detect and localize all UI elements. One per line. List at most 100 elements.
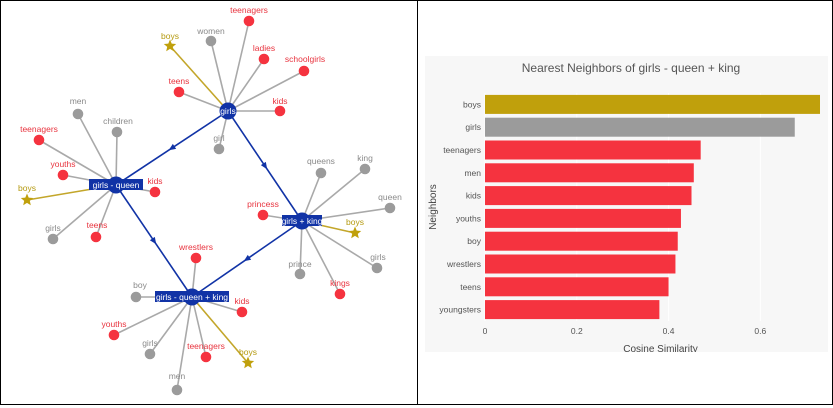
hub-label-gmqk: girls - queen + king (156, 292, 228, 302)
neighbor-node-kids[interactable] (236, 306, 248, 318)
bar-teens[interactable] (485, 277, 669, 297)
hub-links (115, 110, 303, 298)
neighbor-label: queens (307, 156, 335, 166)
neighbor-star-boys[interactable] (241, 356, 255, 369)
hub-label-box-gmqk (155, 291, 229, 302)
neighbor-star-boys[interactable] (163, 39, 177, 52)
neighbor-node-kids[interactable] (274, 105, 286, 117)
neighbor-label: girls (370, 252, 386, 262)
spoke-edge-gmqk-5 (191, 296, 207, 358)
neighbor-node-kids[interactable] (149, 186, 161, 198)
neighbor-node-men[interactable] (171, 384, 183, 396)
spoke-edge-girls-0 (227, 20, 250, 112)
x-tick-label-3: 0.6 (754, 326, 766, 336)
spoke-edge-gmq-7 (95, 184, 117, 238)
neighbor-node-teens[interactable] (90, 231, 102, 243)
neighbor-nodes: teenagers women boys ladies schoolgirls teens… (18, 5, 402, 396)
neighbor-node-youths[interactable] (57, 169, 69, 181)
neighbor-node-prince[interactable] (294, 268, 306, 280)
hub-label-gmq: girls - queen (93, 180, 140, 190)
neighbor-node-boy[interactable] (130, 291, 142, 303)
neighbor-node-king[interactable] (359, 163, 371, 175)
bar-chart: Nearest Neighbors of girls - queen + kin… (428, 61, 820, 352)
neighbor-node-teenagers[interactable] (200, 351, 212, 363)
bar-boys[interactable] (485, 94, 820, 114)
spoke-edge-gk-7 (301, 220, 341, 295)
neighbor-node-teenagers[interactable] (243, 15, 255, 27)
neighbor-star-boys[interactable] (20, 193, 34, 206)
neighbor-node-youths[interactable] (108, 329, 120, 341)
neighbor-label: ladies (253, 43, 275, 53)
spoke-edge-gk-0 (301, 172, 322, 222)
neighbor-node-wrestlers[interactable] (190, 252, 202, 264)
neighbor-node-ladies[interactable] (258, 53, 270, 65)
neighbor-label: teenagers (230, 5, 268, 15)
hub-node-girls[interactable] (219, 102, 237, 120)
neighbor-label: boys (161, 31, 179, 41)
bar-youths[interactable] (485, 208, 681, 228)
neighbor-node-girls[interactable] (371, 262, 383, 274)
y-tick-label-youths: youths (456, 213, 481, 223)
hub-label-girls: girls (220, 106, 236, 116)
spoke-edge-gmqk-7 (176, 296, 193, 391)
neighbor-star-boys[interactable] (348, 226, 362, 239)
neighbor-node-queens[interactable] (315, 167, 327, 179)
neighbor-label: teens (87, 220, 108, 230)
neighbor-label: children (103, 116, 133, 126)
neighbor-node-kings[interactable] (334, 288, 346, 300)
spoke-edge-girls-4 (227, 70, 305, 112)
neighbor-label: boys (346, 217, 364, 227)
hub-label-gk: girls + king (282, 216, 323, 226)
x-tick-label-1: 0.2 (571, 326, 583, 336)
neighbor-node-girl[interactable] (213, 143, 225, 155)
neighbor-node-princess[interactable] (257, 209, 269, 221)
neighbor-label: girls (45, 223, 61, 233)
bar-chart-panel: Nearest Neighbors of girls - queen + kin… (425, 56, 828, 352)
neighbor-node-women[interactable] (205, 35, 217, 47)
neighbor-node-teens[interactable] (173, 86, 185, 98)
spoke-edge-gmqk-3 (113, 296, 193, 336)
neighbor-label: wrestlers (178, 242, 213, 252)
bar-youngsters[interactable] (485, 300, 660, 320)
spoke-edge-girls-1 (210, 40, 229, 112)
y-tick-label-boys: boys (463, 99, 481, 109)
neighbor-label: girl (213, 133, 224, 143)
neighbor-label: prince (288, 259, 311, 269)
neighbor-label: king (357, 153, 373, 163)
graph-panel: teenagers women boys ladies schoolgirls teens… (0, 0, 418, 405)
y-tick-label-wrestlers: wrestlers (446, 259, 481, 269)
bar-men[interactable] (485, 163, 694, 183)
hub-link-arrow-1 (260, 161, 268, 170)
neighbor-label: kings (330, 278, 350, 288)
spoke-edge-gk-1 (301, 168, 366, 222)
hub-link-arrow-3 (243, 254, 252, 262)
spoke-edge-girls-5 (178, 91, 229, 112)
spoke-edge-gmqk-4 (149, 296, 193, 355)
neighbor-label: teenagers (187, 341, 225, 351)
neighbor-node-children[interactable] (111, 126, 123, 138)
y-tick-label-boy: boy (467, 236, 481, 246)
bar-teenagers[interactable] (485, 140, 701, 160)
neighbor-label: princess (247, 199, 279, 209)
neighbor-node-girls[interactable] (47, 233, 59, 245)
y-axis-label: Neighbors (428, 184, 439, 230)
x-tick-label-0: 0 (483, 326, 488, 336)
bar-boy[interactable] (485, 231, 678, 251)
neighbor-node-queen[interactable] (384, 202, 396, 214)
spoke-edge-gk-6 (299, 220, 303, 275)
neighbor-node-men[interactable] (72, 108, 84, 120)
neighbor-node-girls[interactable] (144, 348, 156, 360)
chart-title: Nearest Neighbors of girls - queen + kin… (522, 61, 740, 75)
bar-girls[interactable] (485, 117, 795, 137)
neighbor-label: kids (234, 296, 249, 306)
neighbor-label: teens (169, 76, 190, 86)
neighbor-label: queen (378, 192, 402, 202)
bar-wrestlers[interactable] (485, 254, 676, 274)
neighbor-node-schoolgirls[interactable] (298, 65, 310, 77)
bar-kids[interactable] (485, 186, 692, 206)
spoke-edge-gmq-0 (77, 113, 117, 186)
neighbor-label: schoolgirls (285, 54, 325, 64)
y-tick-label-girls: girls (465, 122, 481, 132)
neighbor-label: men (169, 371, 186, 381)
neighbor-node-teenagers[interactable] (33, 134, 45, 146)
